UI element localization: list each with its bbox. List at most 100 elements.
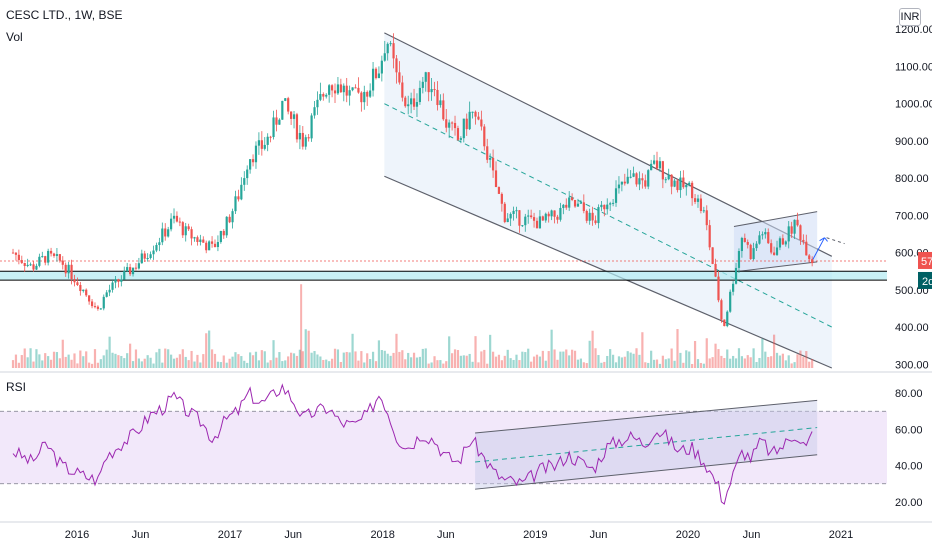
- candle-body: [632, 173, 635, 177]
- candle-body: [582, 202, 585, 212]
- candle-body: [667, 174, 670, 180]
- volume-bar: [512, 359, 515, 368]
- volume-bar: [500, 360, 503, 368]
- price-tick-label: 400.00: [895, 322, 929, 334]
- candle-body: [799, 225, 802, 240]
- volume-bar: [73, 353, 76, 368]
- candle-body: [424, 72, 427, 82]
- candle-body: [647, 170, 650, 187]
- volume-bar: [764, 351, 767, 368]
- volume-bar: [451, 353, 454, 368]
- candle-body: [620, 181, 623, 185]
- drawings-layer: [0, 32, 887, 369]
- candle-body: [322, 94, 325, 97]
- candle-body: [714, 263, 717, 277]
- candle-body: [360, 92, 363, 103]
- volume-bar: [767, 356, 770, 368]
- volume-bar: [67, 354, 70, 368]
- volume-bar: [737, 348, 741, 368]
- candle-body: [304, 137, 307, 147]
- candle-body: [161, 228, 164, 243]
- rsi-tick-label: 60.00: [895, 424, 923, 436]
- volume-bar: [568, 355, 571, 368]
- volume-bar: [216, 361, 220, 368]
- candle-body: [705, 210, 708, 226]
- projection-arrow: [812, 237, 828, 261]
- volume-bar: [483, 349, 486, 368]
- candle-body: [538, 216, 542, 229]
- candle-body: [623, 181, 626, 184]
- volume-bar: [761, 338, 764, 368]
- volume-bar: [386, 353, 389, 368]
- volume-bar: [553, 349, 556, 368]
- volume-bar: [70, 359, 73, 368]
- candle-body: [421, 81, 424, 88]
- candle-body: [216, 242, 220, 248]
- candle-body: [758, 235, 761, 244]
- volume-bar: [225, 362, 228, 368]
- symbol-title[interactable]: CESC LTD., 1W, BSE: [6, 8, 123, 22]
- candle-body: [468, 111, 471, 130]
- candles: [11, 33, 814, 328]
- time-tick-label: 2018: [370, 529, 394, 541]
- volume-bar: [497, 354, 501, 368]
- volume-bar: [679, 352, 682, 368]
- candle-body: [32, 264, 35, 270]
- candle-body: [310, 115, 313, 139]
- countdown-value: 2d 16h: [922, 276, 932, 288]
- volume-bar: [594, 348, 597, 368]
- volume-bar: [415, 357, 419, 368]
- candle-body: [35, 265, 38, 270]
- candle-body: [673, 180, 676, 187]
- volume-bar: [723, 358, 726, 368]
- volume-bar: [131, 361, 135, 368]
- candle-body: [249, 159, 252, 170]
- candle-body: [26, 264, 29, 267]
- volume-bar: [155, 352, 158, 368]
- candle-body: [111, 282, 114, 290]
- candle-body: [500, 193, 503, 204]
- candle-body: [585, 211, 588, 221]
- volume-bar: [263, 351, 266, 368]
- candle-body: [269, 136, 272, 138]
- candle-body: [213, 243, 217, 248]
- candle-body: [518, 210, 521, 226]
- candle-body: [412, 98, 416, 107]
- candle-body: [205, 242, 208, 251]
- candle-body: [316, 99, 319, 108]
- volume-bar: [775, 352, 779, 368]
- candle-body: [497, 187, 501, 194]
- candle-body: [474, 111, 477, 117]
- candle-body: [79, 285, 82, 292]
- candle-body: [333, 90, 337, 94]
- volume-label[interactable]: Vol: [6, 30, 23, 44]
- volume-bar: [670, 348, 673, 368]
- volume-bar: [377, 340, 381, 368]
- volume-bar: [281, 361, 284, 368]
- candle-body: [70, 264, 73, 280]
- candle-body: [512, 210, 515, 214]
- volume-bar: [58, 358, 61, 368]
- volume-bar: [532, 356, 536, 368]
- volume-bar: [688, 351, 691, 368]
- volume-bar: [603, 361, 606, 368]
- candle-body: [790, 226, 793, 234]
- volume-bar: [576, 359, 580, 368]
- currency-button[interactable]: INR: [899, 8, 921, 26]
- candle-body: [658, 161, 662, 169]
- candle-body: [749, 244, 752, 260]
- volume-bar: [635, 348, 638, 368]
- candle-body: [313, 107, 316, 116]
- volume-bar: [246, 362, 249, 368]
- time-tick-label: Jun: [590, 529, 608, 541]
- rsi-line: [12, 383, 813, 505]
- candle-body: [199, 239, 202, 242]
- candle-body: [114, 279, 117, 283]
- rsi-label[interactable]: RSI: [6, 380, 27, 394]
- volume-bar: [453, 349, 457, 368]
- volume-bar: [802, 356, 805, 368]
- volume-bar: [509, 358, 512, 368]
- candle-body: [565, 204, 568, 208]
